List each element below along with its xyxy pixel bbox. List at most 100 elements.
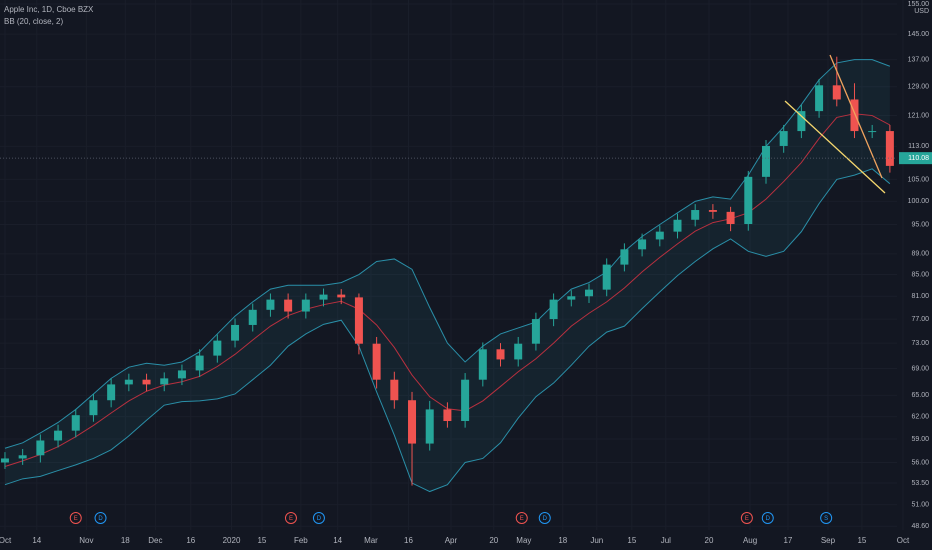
candle-body [691, 210, 700, 220]
candle-body [18, 455, 27, 459]
event-label: D [98, 516, 103, 522]
event-marker [820, 512, 833, 524]
x-tick-label: May [516, 536, 531, 545]
x-tick-label: Sep [821, 536, 836, 545]
y-tick-label: 48.60 [911, 523, 929, 530]
candle-body [673, 219, 682, 232]
x-tick-label: Aug [743, 536, 757, 545]
x-tick-label: 2020 [223, 536, 241, 545]
x-tick-label: Jun [590, 536, 603, 545]
currency-label: USD [914, 8, 929, 15]
y-tick-label: 81.00 [911, 293, 929, 300]
band-line [4, 168, 891, 493]
trend-line [829, 54, 883, 179]
candles [0, 56, 894, 486]
event-marker [312, 512, 325, 524]
candle-body [89, 400, 98, 416]
event-label: D [317, 516, 322, 522]
x-tick-label: 15 [857, 536, 866, 545]
event-marker [761, 512, 774, 524]
event-marker [515, 512, 528, 524]
x-tick-label: 20 [489, 536, 498, 545]
y-tick-label: 56.00 [911, 459, 929, 466]
candle-body [248, 309, 257, 325]
candle-body [124, 379, 133, 385]
candle-body [620, 249, 629, 265]
x-tick-label: Feb [294, 536, 308, 545]
candle-body [54, 430, 63, 441]
candle-body [142, 379, 151, 385]
candle-body [549, 299, 558, 320]
x-tick-label: 18 [121, 536, 130, 545]
event-marker [94, 512, 107, 524]
price-tag-label: 110.08 [908, 155, 929, 162]
candle-body [885, 131, 894, 166]
candle-body [390, 379, 399, 401]
x-tick-label: 16 [404, 536, 413, 545]
event-label: D [766, 516, 771, 522]
candle-body [531, 319, 540, 344]
x-tick-label: Mar [364, 536, 378, 545]
y-tick-label: 155.00 [908, 1, 930, 8]
y-tick-label: 137.00 [908, 56, 930, 63]
candle-body [779, 131, 788, 146]
candle-body [319, 294, 328, 300]
candle-body [443, 409, 452, 422]
candle-body [160, 378, 169, 385]
y-tick-label: 129.00 [908, 84, 930, 91]
event-marker [284, 512, 297, 524]
indicator-label: BB (20, close, 2) [4, 17, 63, 26]
y-tick-label: 73.00 [911, 340, 929, 347]
x-tick-label: 17 [783, 536, 792, 545]
candle-body [797, 111, 806, 132]
candle-body [231, 324, 240, 341]
y-tick-label: 100.00 [908, 198, 930, 205]
chart-title: Apple Inc, 1D, Cboe BZX [4, 5, 94, 14]
x-tick-label: 15 [627, 536, 636, 545]
candle-body [425, 409, 434, 444]
candle-body [284, 299, 293, 312]
candle-body [761, 145, 770, 177]
trend-line [784, 100, 886, 194]
y-tick-label: 145.00 [908, 31, 930, 38]
candle-body [177, 370, 186, 379]
candle-body [638, 239, 647, 250]
candle-body [496, 349, 505, 360]
y-tick-label: 85.00 [911, 271, 929, 278]
band-line [4, 59, 891, 449]
event-label: S [824, 516, 828, 522]
candle-body [708, 210, 717, 212]
y-tick-label: 113.00 [908, 143, 929, 150]
y-tick-label: 69.00 [911, 365, 929, 372]
y-tick-label: 89.00 [911, 251, 929, 258]
event-label: D [543, 516, 548, 522]
event-marker [538, 512, 551, 524]
x-tick-label: Apr [445, 536, 458, 545]
event-label: E [520, 516, 524, 522]
candle-body [354, 297, 363, 344]
candle-body [744, 176, 753, 225]
y-tick-label: 105.00 [908, 176, 930, 183]
y-tick-label: 59.00 [911, 436, 929, 443]
candle-body [602, 264, 611, 290]
price-tag [899, 152, 932, 165]
candle-body [567, 296, 576, 300]
candle-body [372, 343, 381, 380]
candle-body [585, 289, 594, 297]
event-label: E [289, 516, 293, 522]
x-tick-label: 20 [705, 536, 714, 545]
event-label: E [745, 516, 749, 522]
x-tick-label: Oct [897, 536, 910, 545]
candle-body [107, 384, 116, 401]
candle-body [815, 85, 824, 112]
x-tick-label: 14 [32, 536, 41, 545]
candle-body [0, 458, 9, 463]
candle-body [655, 231, 664, 240]
grid [0, 0, 903, 530]
candle-body [726, 211, 735, 225]
y-tick-label: 51.00 [911, 501, 929, 508]
x-tick-label: Jul [661, 536, 671, 545]
